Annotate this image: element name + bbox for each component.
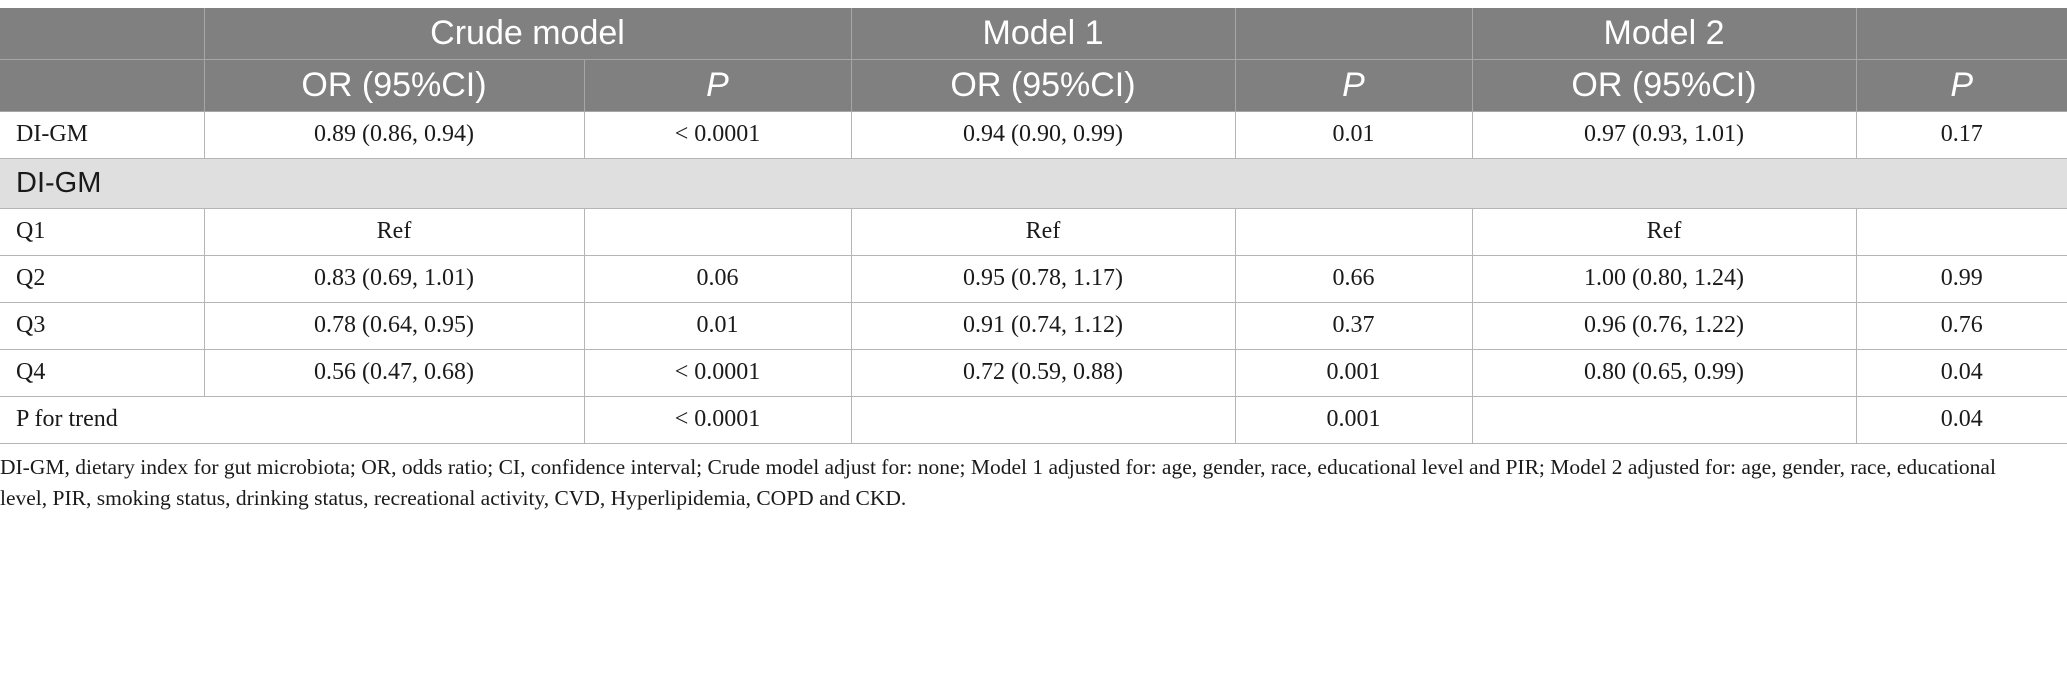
cell-p-model2: 0.76 (1856, 302, 2067, 350)
header-col-p-model2: P (1856, 59, 2067, 112)
header-col-or-crude: OR (95%CI) (204, 59, 585, 112)
table-row-q4: Q4 0.56 (0.47, 0.68) < 0.0001 0.72 (0.59… (0, 349, 2067, 397)
cell-p-crude (584, 208, 852, 256)
table-row-q2: Q2 0.83 (0.69, 1.01) 0.06 0.95 (0.78, 1.… (0, 255, 2067, 303)
section-label: DI-GM (0, 158, 2067, 209)
header-model-2: Model 2 (1472, 8, 1857, 60)
cell-or-model1: 0.91 (0.74, 1.12) (851, 302, 1236, 350)
cell-or-model1: 0.94 (0.90, 0.99) (851, 111, 1236, 159)
cell-p-model1: 0.001 (1235, 396, 1473, 444)
cell-p-model1: 0.66 (1235, 255, 1473, 303)
cell-or-model2: 1.00 (0.80, 1.24) (1472, 255, 1857, 303)
cell-p-model2: 0.04 (1856, 396, 2067, 444)
cell-p-model2: 0.04 (1856, 349, 2067, 397)
header-col-or-model1: OR (95%CI) (851, 59, 1236, 112)
row-label: DI-GM (0, 111, 205, 159)
header-crude-model: Crude model (204, 8, 852, 60)
cell-p-model1 (1235, 208, 1473, 256)
row-label: Q3 (0, 302, 205, 350)
cell-or-model2: 0.80 (0.65, 0.99) (1472, 349, 1857, 397)
cell-p-model2: 0.17 (1856, 111, 2067, 159)
cell-or-model2: Ref (1472, 208, 1857, 256)
cell-p-model2 (1856, 208, 2067, 256)
cell-or-crude: 0.89 (0.86, 0.94) (204, 111, 585, 159)
table-row-digm: DI-GM 0.89 (0.86, 0.94) < 0.0001 0.94 (0… (0, 111, 2067, 159)
header-col-p-model1: P (1235, 59, 1473, 112)
table-footnote: DI-GM, dietary index for gut microbiota;… (0, 455, 1996, 510)
cell-or-model1: 0.95 (0.78, 1.17) (851, 255, 1236, 303)
row-label: Q2 (0, 255, 205, 303)
cell-or-model2 (1472, 396, 1857, 444)
header-col-label (0, 59, 205, 112)
header-row-stats: OR (95%CI) P OR (95%CI) P OR (95%CI) P (0, 59, 2067, 112)
cell-or-model1: Ref (851, 208, 1236, 256)
header-col-p-crude: P (584, 59, 852, 112)
header-model-1-spacer (1235, 8, 1473, 60)
cell-or-model2: 0.96 (0.76, 1.22) (1472, 302, 1857, 350)
cell-or-crude: 0.56 (0.47, 0.68) (204, 349, 585, 397)
header-model-2-spacer (1856, 8, 2067, 60)
table-row-q1: Q1 Ref Ref Ref (0, 208, 2067, 256)
cell-p-crude: < 0.0001 (584, 111, 852, 159)
results-table: Crude model Model 1 Model 2 OR (95%CI) P… (0, 8, 2067, 444)
cell-p-crude: < 0.0001 (584, 396, 852, 444)
header-empty-cell (0, 8, 205, 60)
header-col-or-model2: OR (95%CI) (1472, 59, 1857, 112)
row-label: Q1 (0, 208, 205, 256)
cell-p-crude: 0.06 (584, 255, 852, 303)
results-table-container: Crude model Model 1 Model 2 OR (95%CI) P… (0, 8, 2067, 444)
row-label: P for trend (0, 396, 585, 444)
cell-p-model1: 0.001 (1235, 349, 1473, 397)
cell-or-model1 (851, 396, 1236, 444)
cell-p-model1: 0.37 (1235, 302, 1473, 350)
cell-p-model1: 0.01 (1235, 111, 1473, 159)
row-label: Q4 (0, 349, 205, 397)
cell-p-crude: 0.01 (584, 302, 852, 350)
header-row-models: Crude model Model 1 Model 2 (0, 8, 2067, 60)
section-row-digm: DI-GM (0, 158, 2067, 209)
cell-or-model2: 0.97 (0.93, 1.01) (1472, 111, 1857, 159)
header-model-1: Model 1 (851, 8, 1236, 60)
cell-or-crude: 0.78 (0.64, 0.95) (204, 302, 585, 350)
cell-or-crude: 0.83 (0.69, 1.01) (204, 255, 585, 303)
cell-or-model1: 0.72 (0.59, 0.88) (851, 349, 1236, 397)
cell-p-crude: < 0.0001 (584, 349, 852, 397)
table-row-q3: Q3 0.78 (0.64, 0.95) 0.01 0.91 (0.74, 1.… (0, 302, 2067, 350)
cell-or-crude: Ref (204, 208, 585, 256)
cell-p-model2: 0.99 (1856, 255, 2067, 303)
table-row-p-trend: P for trend < 0.0001 0.001 0.04 (0, 396, 2067, 444)
